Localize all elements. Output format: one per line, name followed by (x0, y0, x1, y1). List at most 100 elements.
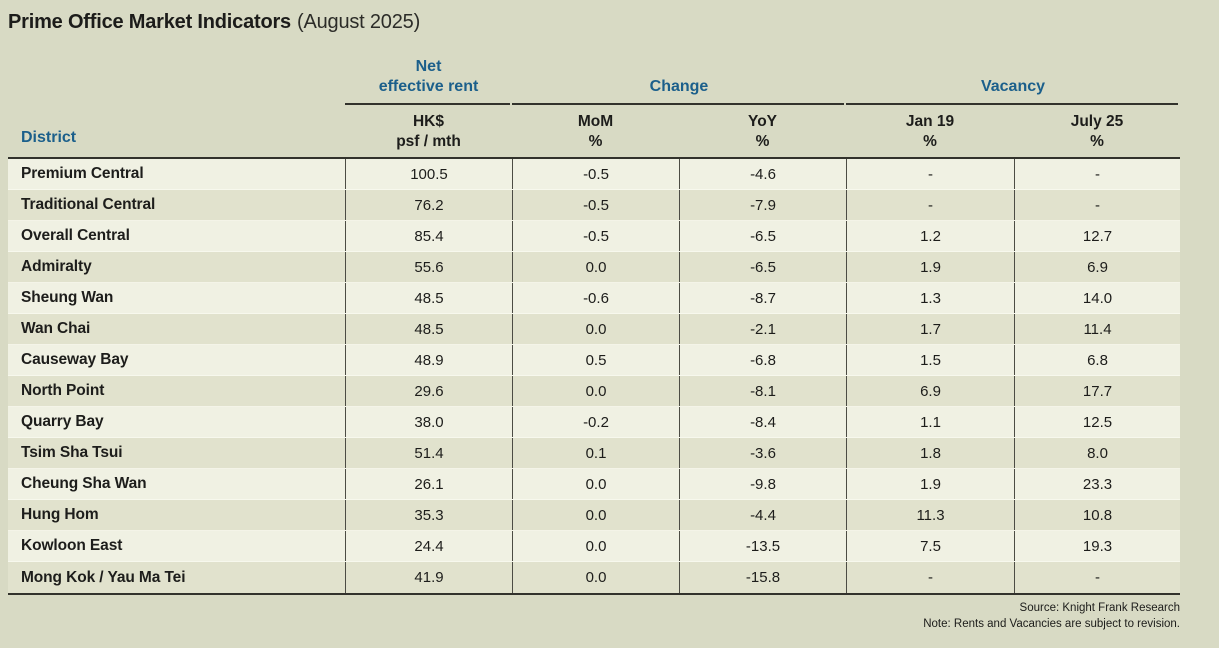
table-row: Kowloon East 24.4 0.0 -13.5 7.5 19.3 (8, 531, 1180, 562)
district-cell: Hung Hom (21, 506, 99, 523)
column-header-yoy: YoY % (748, 113, 777, 150)
district-cell: Kowloon East (21, 537, 123, 554)
jan19-vacancy-cell: - (846, 159, 1014, 189)
jan19-vacancy-cell: 1.3 (846, 283, 1014, 313)
report-table-panel: Prime Office Market Indicators (August 20… (8, 0, 1180, 632)
table-body: Premium Central 100.5 -0.5 -4.6- - Traditiona… (8, 159, 1180, 593)
jan19-vacancy-cell: 1.2 (846, 221, 1014, 251)
district-cell: Cheung Sha Wan (21, 475, 147, 492)
table-column-header-row: District HK$ psf / mth MoM % YoY % Jan 1… (8, 105, 1180, 159)
table-row: Sheung Wan 48.5 -0.6 -8.7 1.3 14.0 (8, 283, 1180, 314)
rent-cell: 51.4 (345, 438, 512, 468)
district-cell: Admiralty (21, 258, 92, 275)
group-header-rules (8, 103, 1180, 105)
title-main: Prime Office Market Indicators (8, 11, 291, 33)
table-row: Hung Hom 35.3 0.0 -4.4 11.3 10.8 (8, 500, 1180, 531)
rent-cell: 29.6 (345, 376, 512, 406)
rent-cell: 55.6 (345, 252, 512, 282)
yoy-cell: -7.9 (679, 190, 846, 220)
table-row: North Point 29.6 0.0 -8.1 6.9 17.7 (8, 376, 1180, 407)
district-cell: North Point (21, 382, 105, 399)
table-row: Wan Chai 48.5 0.0 -2.1 1.7 11.4 (8, 314, 1180, 345)
jan19-vacancy-cell: 7.5 (846, 531, 1014, 561)
yoy-cell: -3.6 (679, 438, 846, 468)
mom-cell: -0.2 (512, 407, 679, 437)
indicators-table: Net effective rent Change Vacancy Distri… (8, 49, 1180, 595)
district-cell: Causeway Bay (21, 351, 129, 368)
district-cell: Mong Kok / Yau Ma Tei (21, 568, 186, 586)
mom-cell: -0.5 (512, 221, 679, 251)
rent-cell: 24.4 (345, 531, 512, 561)
table-row: Tsim Sha Tsui 51.4 0.1 -3.6 1.8 8.0 (8, 438, 1180, 469)
column-header-rent: HK$ psf / mth (396, 113, 461, 150)
column-header-july25: July 25 % (1070, 113, 1124, 150)
table-row: Traditional Central 76.2 -0.5 -7.9- - (8, 190, 1180, 221)
jan19-vacancy-cell: 1.9 (846, 252, 1014, 282)
table-row: Causeway Bay 48.9 0.5 -6.8 1.5 6.8 (8, 345, 1180, 376)
mom-cell: 0.0 (512, 469, 679, 499)
jan19-vacancy-cell: 1.7 (846, 314, 1014, 344)
source-note: Source: Knight Frank Research (1019, 602, 1180, 614)
yoy-cell: -4.4 (679, 500, 846, 530)
group-header-change: Change (649, 78, 709, 95)
yoy-cell: -6.5 (679, 221, 846, 251)
page-title: Prime Office Market Indicators (August 20… (8, 0, 1180, 49)
table-footnotes: Source: Knight Frank Research Note: Rent… (8, 600, 1180, 632)
district-cell: Tsim Sha Tsui (21, 444, 123, 461)
table-row: Premium Central 100.5 -0.5 -4.6- - (8, 159, 1180, 190)
district-cell: Premium Central (21, 165, 144, 182)
mom-cell: 0.0 (512, 562, 679, 593)
mom-cell: 0.0 (512, 531, 679, 561)
rent-cell: 85.4 (345, 221, 512, 251)
rent-cell: 48.5 (345, 283, 512, 313)
rent-cell: 38.0 (345, 407, 512, 437)
group-header-vacancy: Vacancy (980, 78, 1046, 95)
rent-cell: 41.9 (345, 562, 512, 593)
district-cell: Wan Chai (21, 320, 91, 337)
revision-note: Note: Rents and Vacancies are subject to… (923, 618, 1180, 630)
rent-cell: 48.5 (345, 314, 512, 344)
mom-cell: 0.0 (512, 314, 679, 344)
yoy-cell: -13.5 (679, 531, 846, 561)
yoy-cell: -9.8 (679, 469, 846, 499)
jan19-vacancy-cell: 1.5 (846, 345, 1014, 375)
rule-net-effective-rent (345, 103, 510, 105)
group-header-spacer (8, 97, 345, 103)
rent-cell: 26.1 (345, 469, 512, 499)
mom-cell: -0.5 (512, 159, 679, 189)
column-header-jan19: Jan 19 % (905, 113, 955, 150)
yoy-cell: -8.1 (679, 376, 846, 406)
mom-cell: -0.6 (512, 283, 679, 313)
yoy-cell: -4.6 (679, 159, 846, 189)
mom-cell: 0.5 (512, 345, 679, 375)
yoy-cell: -2.1 (679, 314, 846, 344)
rule-change (512, 103, 844, 105)
rent-cell: 48.9 (345, 345, 512, 375)
july25-vacancy-cell: 8.0 (1014, 438, 1180, 468)
jan19-vacancy-cell: 1.8 (846, 438, 1014, 468)
yoy-cell: -6.8 (679, 345, 846, 375)
group-header-net-effective-rent: Net effective rent (378, 58, 479, 95)
mom-cell: -0.5 (512, 190, 679, 220)
rent-cell: 76.2 (345, 190, 512, 220)
title-date: (August 2025) (297, 11, 421, 33)
july25-vacancy-cell: - (1014, 159, 1180, 189)
mom-cell: 0.0 (512, 252, 679, 282)
rule-vacancy (846, 103, 1178, 105)
july25-vacancy-cell: 14.0 (1014, 283, 1180, 313)
table-row: Quarry Bay 38.0 -0.2 -8.4 1.1 12.5 (8, 407, 1180, 438)
table-bottom-rule (8, 593, 1180, 595)
july25-vacancy-cell: 6.9 (1014, 252, 1180, 282)
july25-vacancy-cell: 10.8 (1014, 500, 1180, 530)
district-cell: Overall Central (21, 227, 130, 244)
rent-cell: 100.5 (345, 159, 512, 189)
column-header-mom: MoM % (577, 113, 614, 150)
july25-vacancy-cell: 6.8 (1014, 345, 1180, 375)
mom-cell: 0.0 (512, 376, 679, 406)
district-cell: Traditional Central (21, 196, 156, 213)
table-row: Mong Kok / Yau Ma Tei 41.9 0.0 -15.8- - (8, 562, 1180, 593)
table-row: Overall Central 85.4 -0.5 -6.5 1.2 12.7 (8, 221, 1180, 252)
jan19-vacancy-cell: 1.1 (846, 407, 1014, 437)
jan19-vacancy-cell: 11.3 (846, 500, 1014, 530)
yoy-cell: -6.5 (679, 252, 846, 282)
